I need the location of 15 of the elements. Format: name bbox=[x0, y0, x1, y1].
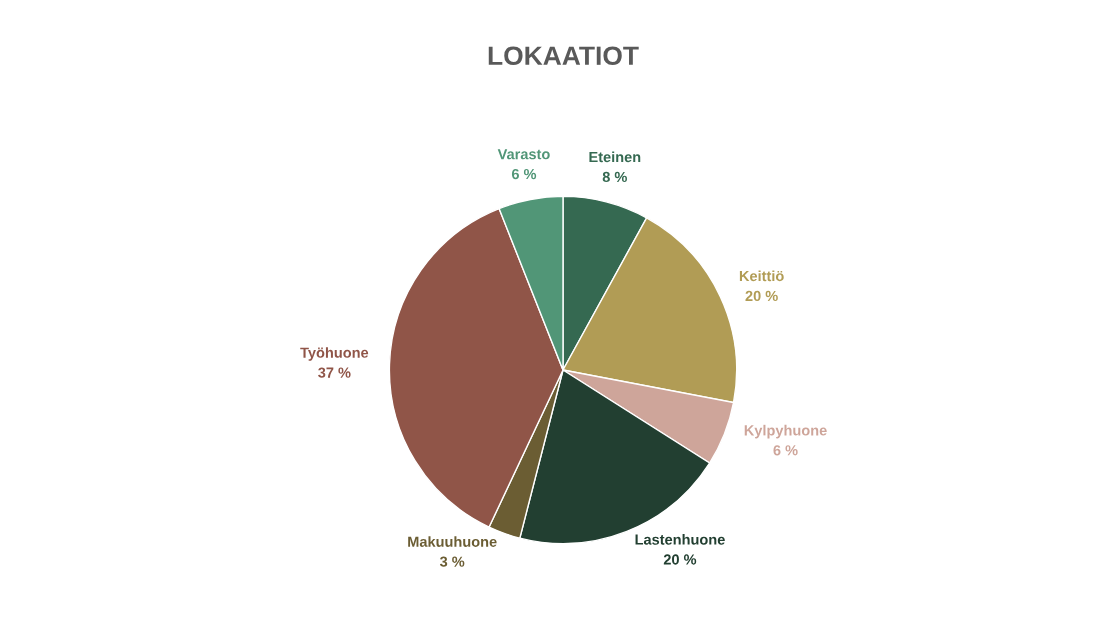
data-label: 20 % bbox=[745, 290, 778, 302]
slice-label: Makuuhuone bbox=[408, 536, 497, 547]
slice-label: Lastenhuone bbox=[635, 534, 725, 545]
data-label: 37 % bbox=[318, 367, 351, 378]
data-label: 20 % bbox=[663, 554, 697, 565]
chart-title: LOKAATIOT bbox=[488, 46, 639, 66]
data-label: 6 % bbox=[511, 168, 537, 180]
data-label: 3 % bbox=[439, 556, 465, 567]
slice-label: Varasto bbox=[497, 149, 550, 160]
slice-label: Kylpyhuone bbox=[744, 424, 827, 439]
slice-label: Keittiö bbox=[739, 270, 784, 282]
data-label: 8 % bbox=[602, 171, 627, 183]
slice-label: Työhuone bbox=[300, 347, 369, 361]
data-label: 6 % bbox=[773, 445, 798, 456]
slice-label: Eteinen bbox=[589, 151, 641, 163]
